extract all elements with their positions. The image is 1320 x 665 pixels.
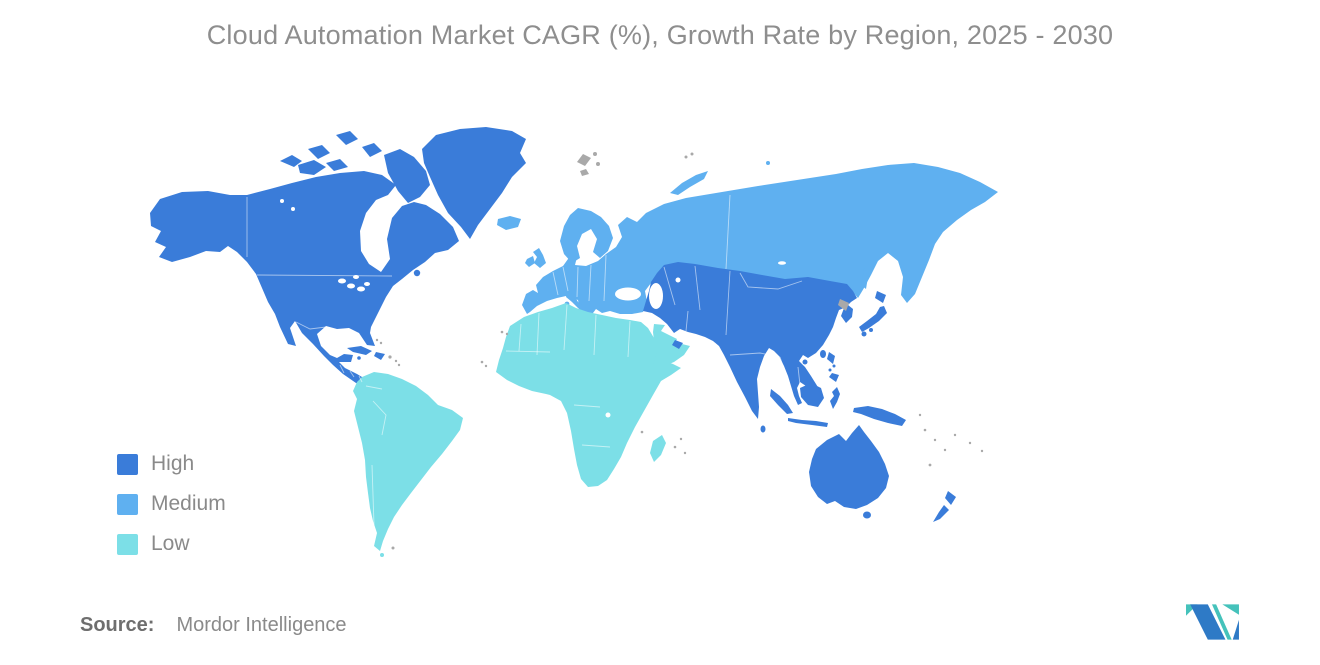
legend-label-medium: Medium (151, 492, 226, 515)
page-title: Cloud Automation Market CAGR (%), Growth… (206, 20, 1114, 50)
region-north-america (150, 127, 526, 389)
region-europe-russia (497, 161, 998, 319)
legend-item-high: High (117, 452, 226, 476)
region-middle-east (653, 324, 690, 367)
legend-swatch-high (117, 453, 138, 475)
legend-swatch-low (117, 533, 138, 555)
legend-swatch-medium (117, 493, 138, 515)
region-oceania (809, 425, 956, 522)
legend-label-low: Low (151, 532, 190, 555)
region-south-america (353, 372, 463, 557)
legend-item-low: Low (117, 532, 226, 556)
source-value: Mordor Intelligence (176, 614, 347, 636)
world-map-svg (150, 127, 998, 557)
mordor-intelligence-logo (1186, 604, 1239, 640)
source-label: Source: (80, 614, 155, 636)
region-asia-high (643, 262, 906, 433)
region-uae (672, 340, 683, 349)
legend-item-medium: Medium (117, 492, 226, 516)
region-africa (496, 303, 681, 487)
country-borders (246, 194, 803, 526)
world-map (130, 105, 1070, 595)
region-no-data (375, 152, 984, 550)
legend: High Medium Low (117, 452, 226, 572)
legend-label-high: High (151, 452, 195, 475)
inland-seas (280, 199, 786, 418)
source: Source: Mordor Intelligence (80, 614, 347, 637)
